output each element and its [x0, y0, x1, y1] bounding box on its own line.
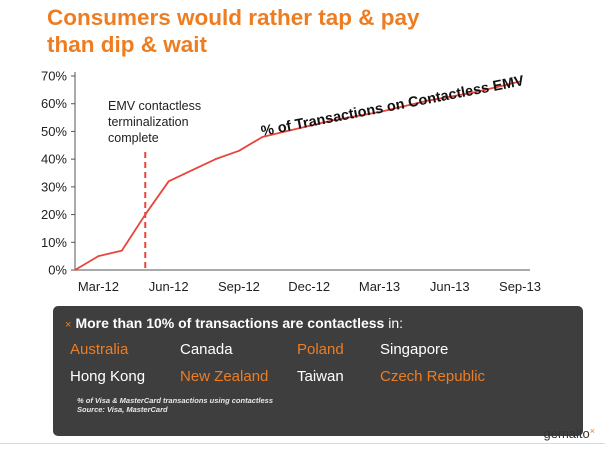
x-tick-label: Sep-12	[218, 279, 260, 294]
x-tick-label: Dec-12	[288, 279, 330, 294]
data-point	[97, 255, 100, 258]
data-point	[401, 105, 404, 108]
data-point	[74, 269, 76, 271]
data-point	[355, 115, 357, 118]
data-point	[308, 124, 311, 127]
x-tick-label: Mar-13	[359, 279, 400, 294]
x-tick-label: Mar-12	[78, 279, 119, 294]
y-tick-label: 50%	[41, 124, 67, 139]
data-point	[378, 111, 381, 113]
gemalto-logo: gemalto×	[543, 426, 595, 441]
chart-annotation: EMV contactless terminalization complete	[108, 99, 201, 270]
y-tick-label: 60%	[41, 96, 67, 111]
data-point	[448, 95, 451, 98]
logo-mark-icon: ×	[589, 426, 595, 436]
country-australia: Australia	[70, 341, 129, 358]
country-new-zealand: New Zealand	[180, 368, 269, 385]
y-tick-label: 20%	[41, 207, 67, 222]
country-hong-kong: Hong Kong	[70, 368, 146, 385]
footnote-source: Source: Visa, MasterCard	[77, 405, 168, 414]
data-point	[167, 180, 170, 183]
line-chart: 0% 10% 20% 30% 40% 50% 60% 70% Mar-12 Jun-12 Sep-…	[41, 69, 541, 295]
series-label: % of Transactions on Contactless EMV	[260, 73, 526, 140]
footnote-line-1: % of Visa & MasterCard transactions usin…	[77, 396, 274, 405]
annotation-text: terminalization	[108, 115, 189, 129]
data-point	[214, 158, 217, 161]
chart-axes	[74, 72, 530, 271]
country-taiwan: Taiwan	[297, 368, 344, 385]
panel-heading-bold: More than 10% of transactions are contac…	[75, 315, 385, 331]
x-tick-label: Sep-13	[499, 279, 541, 294]
data-point	[284, 130, 287, 133]
annotation-text: complete	[108, 131, 159, 145]
slide-title: Consumers would rather tap & pay than di…	[47, 4, 587, 58]
data-point	[144, 213, 147, 216]
panel-footnote: % of Visa & MasterCard transactions usin…	[77, 396, 273, 414]
data-point	[331, 119, 334, 122]
y-tick-label: 0%	[48, 263, 67, 278]
x-tick-label: Jun-13	[430, 279, 470, 294]
country-czech-republic: Czech Republic	[380, 368, 486, 385]
country-poland: Poland	[297, 341, 344, 358]
series-line	[74, 80, 521, 271]
x-axis-ticks: Mar-12 Jun-12 Sep-12 Dec-12 Mar-13 Jun-13 Sep-…	[78, 279, 541, 294]
country-singapore: Singapore	[380, 341, 449, 358]
panel-heading: × More than 10% of transactions are conta…	[65, 315, 403, 331]
data-point	[120, 249, 123, 252]
y-axis-ticks: 0% 10% 20% 30% 40% 50% 60% 70%	[41, 69, 75, 278]
data-point	[472, 91, 475, 94]
data-point	[238, 149, 240, 152]
slide-title-line-1: Consumers would rather tap & pay	[47, 5, 420, 30]
y-tick-label: 30%	[41, 179, 67, 194]
data-point	[261, 136, 264, 138]
data-point	[495, 86, 498, 88]
y-tick-label: 40%	[41, 152, 67, 167]
countries-panel: × More than 10% of transactions are conta…	[53, 306, 583, 436]
annotation-text: EMV contactless	[108, 99, 201, 113]
bullet-icon: ×	[65, 319, 72, 331]
x-tick-label: Jun-12	[149, 279, 189, 294]
logo-text: gemalto	[543, 426, 590, 441]
panel-heading-rest: in:	[384, 315, 403, 331]
data-point	[191, 169, 194, 172]
y-tick-label: 10%	[41, 235, 67, 250]
footer-divider	[0, 443, 605, 444]
data-point	[519, 80, 521, 83]
slide-title-line-2: than dip & wait	[47, 32, 207, 57]
data-point	[425, 100, 428, 102]
country-canada: Canada	[180, 341, 233, 358]
y-tick-label: 70%	[41, 69, 67, 84]
